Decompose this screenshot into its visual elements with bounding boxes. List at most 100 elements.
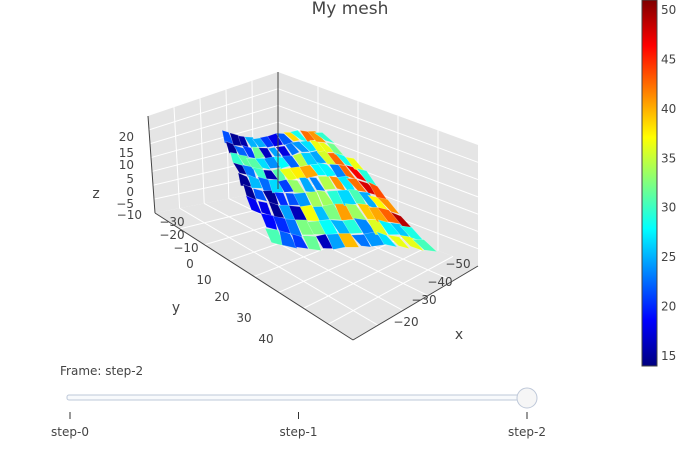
mesh-cell [281,155,301,169]
mesh-cell [363,231,387,247]
mesh-cell [267,132,284,147]
colorbar-tick-label: 50 [661,3,676,17]
mesh-cell [243,136,259,149]
mesh-cell [376,196,401,215]
frame-slider[interactable]: Frame: step-2 step-0 step-1 step-2 [51,364,546,439]
x-tick-label: −50 [445,257,470,271]
slider-steps[interactable]: step-0 step-1 step-2 [51,412,546,439]
slider-step-step-1[interactable]: step-1 [280,425,318,439]
slider-current-label: Frame: step-2 [60,364,143,378]
mesh-cell [291,233,309,250]
mesh-cell [341,219,364,235]
z-tick-label: −5 [116,197,134,211]
y-gridline-floor [278,236,404,293]
z-tick-label: 20 [119,130,134,144]
mesh-cell [284,142,300,156]
colorbar-tick-label: 45 [661,52,676,66]
mesh-cell [345,178,368,193]
x-gridline-leftwall [173,107,181,209]
colorbar-tick-label: 25 [661,250,676,264]
y-tick-label: 30 [236,311,251,325]
mesh-cell [315,189,336,207]
mesh-cell [344,203,368,222]
mesh-cell [302,235,322,251]
x-tick-label: −30 [411,293,436,307]
colorbar-ticks: 15 20 25 30 35 40 45 50 [661,3,676,363]
x-gridline-floor [179,207,379,326]
mesh-cell [366,219,389,236]
x-tick-label: −20 [393,315,418,329]
mesh-cell [337,233,360,248]
y-axis-title: y [172,300,180,316]
mesh-cell [242,183,258,202]
mesh-cell [307,130,328,144]
mesh-cell [368,206,390,223]
mesh-cell [252,187,268,202]
mesh-cell [375,231,398,248]
chart-title: My mesh [312,0,389,19]
z-tick-label: −10 [117,208,142,222]
colorbar-tick-label: 40 [661,102,676,116]
slider-rail[interactable] [66,394,531,401]
y-gridline-floor [328,255,454,325]
colorbar-gradient [641,0,658,367]
mesh-cell [356,167,378,187]
mesh-cell [308,176,326,192]
back-wall-right [278,72,478,266]
z-gridline-right [277,104,479,181]
mesh-cell [262,189,280,206]
slider-handle[interactable] [516,387,538,409]
z-tick-label: 15 [119,146,134,160]
mesh-cell [229,132,243,147]
x-axis-title: x [455,327,463,343]
mesh-cell [254,157,272,171]
mesh-cell [282,131,301,142]
z-tick-label: 5 [126,172,134,186]
x-gridline-floor [203,202,404,311]
z-axis-line [147,115,156,214]
z-axis-title: z [92,186,99,202]
x-axis-line [352,265,479,341]
y-tick-label: −30 [159,215,184,229]
mesh-cell [386,234,411,250]
mesh-cell [232,144,250,159]
y-tick-label: −20 [159,228,184,242]
mesh-cell [290,141,311,153]
mesh-cell [329,219,352,235]
mesh-cell [264,227,285,247]
y-tick-label: 40 [258,332,273,346]
x-gridline-leftwall [199,98,205,204]
mesh-cell [398,234,425,252]
colorbar-tick-label: 30 [661,201,676,215]
mesh-cell [251,166,270,181]
mesh-cell [268,201,285,219]
mesh-cell [336,189,357,207]
y-tick-label: −10 [173,241,198,255]
z-gridline-left [148,88,279,131]
slider-step-step-0[interactable]: step-0 [51,425,89,439]
floor-plane [155,189,478,340]
y-gridline-floor [303,246,429,309]
mesh-cell [411,238,438,253]
mesh-cell [284,218,303,238]
mesh-surface[interactable] [221,129,438,253]
y-axis-line [154,212,354,341]
mesh-cell [247,174,263,189]
x-tick-label: −40 [427,275,452,289]
z-gridline-left [150,121,279,159]
y-tick-label: 20 [214,290,229,304]
mesh-cell [313,132,335,144]
axis-labels: 20151050−5−10z−30−20−10010203040y−50−40−… [92,130,470,346]
colorbar-tick-label: 35 [661,151,676,165]
z-gridline-right [277,88,479,163]
slider-step-step-2[interactable]: step-2 [508,425,546,439]
y-tick-label: 10 [196,273,211,287]
colorbar-tick-label: 20 [661,300,676,314]
mesh-cell [350,234,372,248]
scene-3d[interactable]: 20151050−5−10z−30−20−10010203040y−50−40−… [92,72,479,346]
z-tick-label: 0 [126,185,134,199]
mesh-cell [317,176,337,191]
mesh-cell [245,158,264,170]
